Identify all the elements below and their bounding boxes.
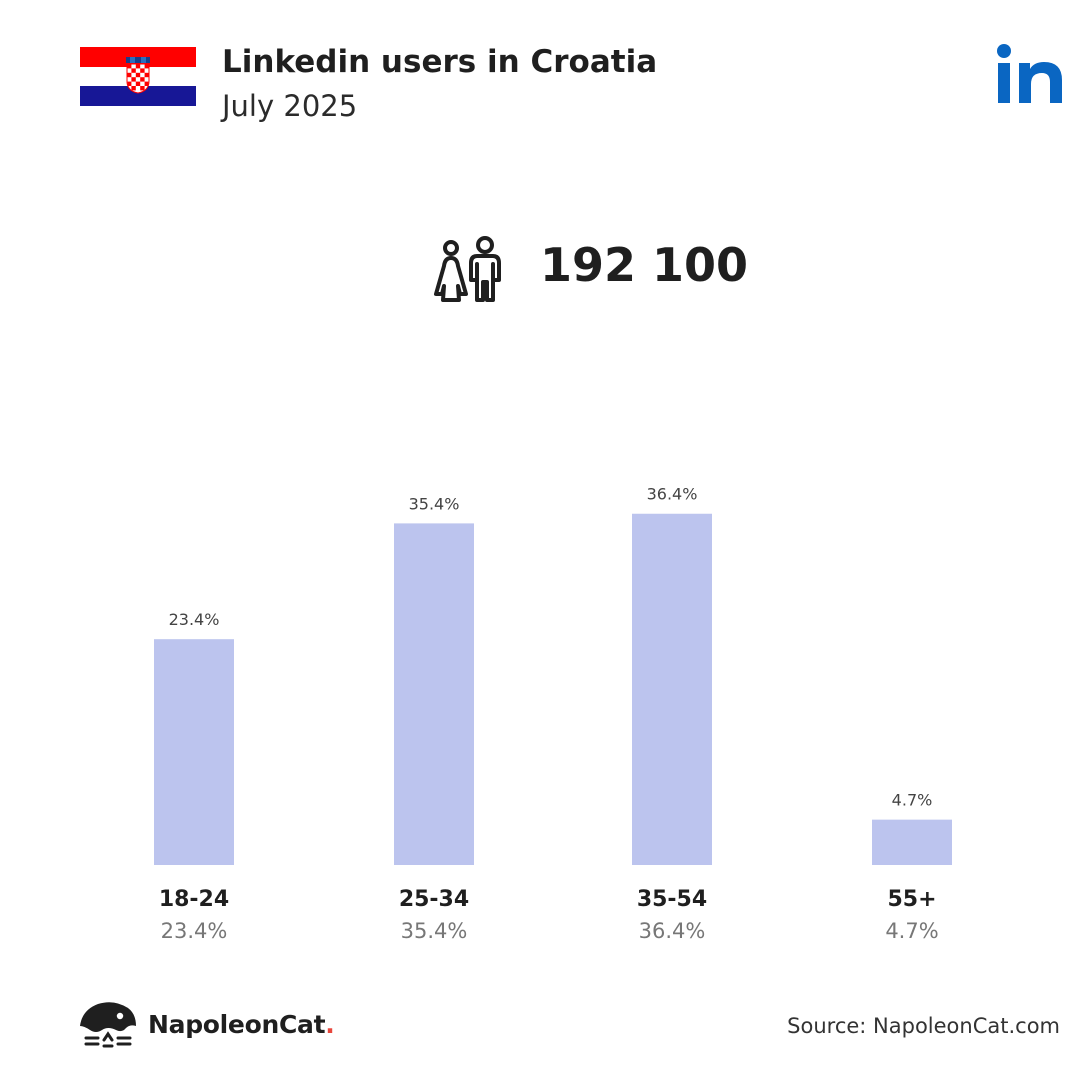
category-percent-label: 36.4% xyxy=(639,919,706,943)
bar-35-54 xyxy=(632,513,712,865)
category-label: 25-34 xyxy=(399,887,469,912)
bar-18-24 xyxy=(154,639,234,865)
data-label: 35.4% xyxy=(409,494,460,513)
data-label: 36.4% xyxy=(647,485,698,504)
category-label: 35-54 xyxy=(637,887,707,912)
category-label: 18-24 xyxy=(159,887,229,912)
data-label: 4.7% xyxy=(892,791,933,810)
total-users-value: 192 100 xyxy=(540,238,749,292)
page-title: Linkedin users in Croatia xyxy=(222,44,658,80)
brand-name: NapoleonCat. xyxy=(148,1010,335,1039)
category-percent-label: 35.4% xyxy=(401,919,468,943)
page-subtitle: July 2025 xyxy=(222,89,358,123)
linkedin-icon xyxy=(997,44,1062,103)
bar-55+ xyxy=(872,819,952,865)
source-text: Source: NapoleonCat.com xyxy=(787,1014,1060,1038)
croatia-flag-icon xyxy=(80,47,196,106)
category-percent-label: 23.4% xyxy=(161,919,228,943)
data-label: 23.4% xyxy=(169,610,220,629)
napoleoncat-logo-icon xyxy=(80,1002,136,1048)
users-icon xyxy=(434,236,501,302)
bar-25-34 xyxy=(394,523,474,865)
category-label: 55+ xyxy=(887,887,936,912)
category-percent-label: 4.7% xyxy=(885,919,938,943)
